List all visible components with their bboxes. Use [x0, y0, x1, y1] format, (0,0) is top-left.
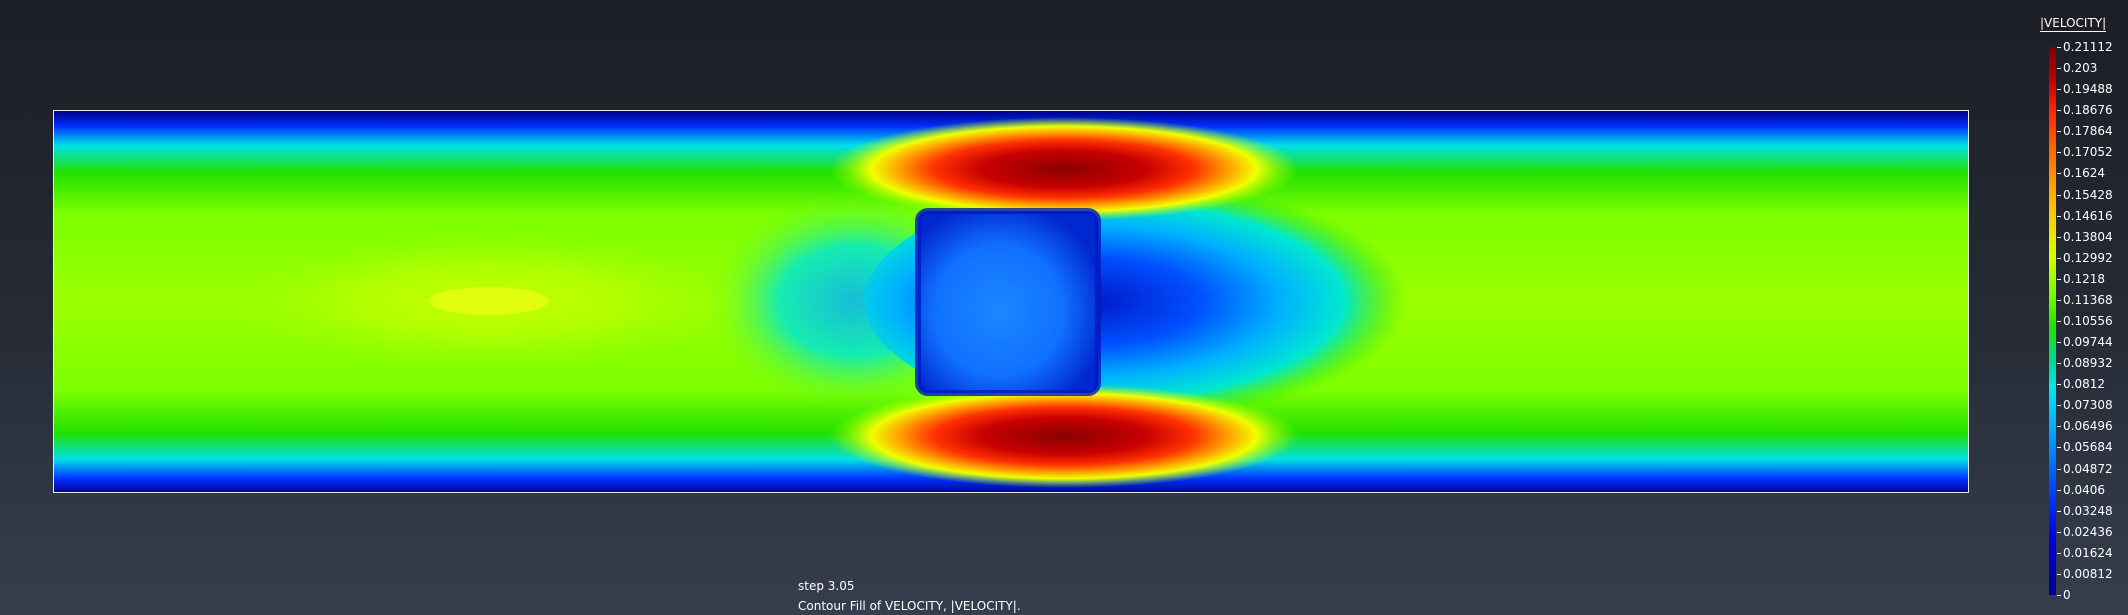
colorbar-tick [2057, 300, 2061, 301]
colorbar-tick-label: 0.0812 [2063, 377, 2105, 391]
colorbar-tick [2057, 426, 2061, 427]
colorbar-tick [2057, 447, 2061, 448]
colorbar-labels: 0.21112 0.203 0.19488 0.18676 0.17864 0.17052… [2040, 15, 2128, 605]
colorbar-title: |VELOCITY| [2040, 16, 2107, 32]
colorbar-tick [2057, 511, 2061, 512]
colorbar-tick [2057, 131, 2061, 132]
colorbar-tick-label: 0.1624 [2063, 166, 2105, 180]
colorbar-gradient [2049, 47, 2056, 595]
colorbar-tick [2057, 469, 2061, 470]
colorbar-tick [2057, 68, 2061, 69]
colorbar-tick-label: 0.0406 [2063, 483, 2105, 497]
colorbar-tick [2057, 574, 2061, 575]
colorbar-tick [2057, 173, 2061, 174]
colorbar-legend: |VELOCITY| 0.21112 0.203 0.19488 0.18676 0.1… [2040, 15, 2128, 605]
colorbar-tick [2057, 195, 2061, 196]
colorbar-tick [2057, 321, 2061, 322]
colorbar-tick-label: 0.04872 [2063, 462, 2113, 476]
colorbar-tick-label: 0.00812 [2063, 567, 2113, 581]
colorbar-tick-label: 0.13804 [2063, 230, 2113, 244]
colorbar-tick [2057, 363, 2061, 364]
colorbar-tick-label: 0.17052 [2063, 145, 2113, 159]
colorbar-tick-label: 0 [2063, 588, 2071, 602]
colorbar-tick-label: 0.10556 [2063, 314, 2113, 328]
colorbar-tick [2057, 553, 2061, 554]
colorbar-tick-label: 0.1218 [2063, 272, 2105, 286]
high-velocity-band-bottom [829, 384, 1299, 488]
colorbar-tick [2057, 342, 2061, 343]
colorbar-tick [2057, 237, 2061, 238]
status-text-block: step 3.05 Contour Fill of VELOCITY, |VEL… [798, 576, 1021, 615]
high-velocity-band-top [829, 117, 1299, 221]
colorbar-tick [2057, 258, 2061, 259]
colorbar-tick-label: 0.08932 [2063, 356, 2113, 370]
colorbar-tick [2057, 279, 2061, 280]
colorbar-tick [2057, 152, 2061, 153]
colorbar-tick-label: 0.203 [2063, 61, 2098, 75]
obstacle-block [918, 211, 1098, 393]
colorbar-tick-label: 0.18676 [2063, 103, 2113, 117]
colorbar-tick [2057, 216, 2061, 217]
colorbar-tick-label: 0.12992 [2063, 251, 2113, 265]
velocity-contour-plot[interactable] [53, 110, 1969, 493]
colorbar-tick [2057, 490, 2061, 491]
colorbar-tick [2057, 384, 2061, 385]
colorbar-tick-label: 0.17864 [2063, 124, 2113, 138]
result-description: Contour Fill of VELOCITY, |VELOCITY|. [798, 599, 1021, 613]
colorbar-tick [2057, 110, 2061, 111]
colorbar-tick-label: 0.21112 [2063, 40, 2113, 54]
colorbar-tick-label: 0.06496 [2063, 419, 2113, 433]
colorbar-tick-label: 0.15428 [2063, 188, 2113, 202]
colorbar-tick-label: 0.11368 [2063, 293, 2113, 307]
colorbar-tick-label: 0.03248 [2063, 504, 2113, 518]
colorbar-tick-label: 0.05684 [2063, 440, 2113, 454]
colorbar-tick [2057, 405, 2061, 406]
obstacle-edge [915, 208, 1101, 396]
colorbar-tick-label: 0.02436 [2063, 525, 2113, 539]
step-label: step 3.05 [798, 579, 855, 593]
colorbar-tick [2057, 89, 2061, 90]
colorbar-tick-label: 0.09744 [2063, 335, 2113, 349]
colorbar-tick-label: 0.01624 [2063, 546, 2113, 560]
colorbar-tick [2057, 595, 2061, 596]
colorbar-tick [2057, 532, 2061, 533]
colorbar-tick-label: 0.14616 [2063, 209, 2113, 223]
colorbar-tick-label: 0.19488 [2063, 82, 2113, 96]
colorbar-tick-label: 0.07308 [2063, 398, 2113, 412]
core-flow-peak [429, 287, 549, 315]
colorbar-tick [2057, 47, 2061, 48]
